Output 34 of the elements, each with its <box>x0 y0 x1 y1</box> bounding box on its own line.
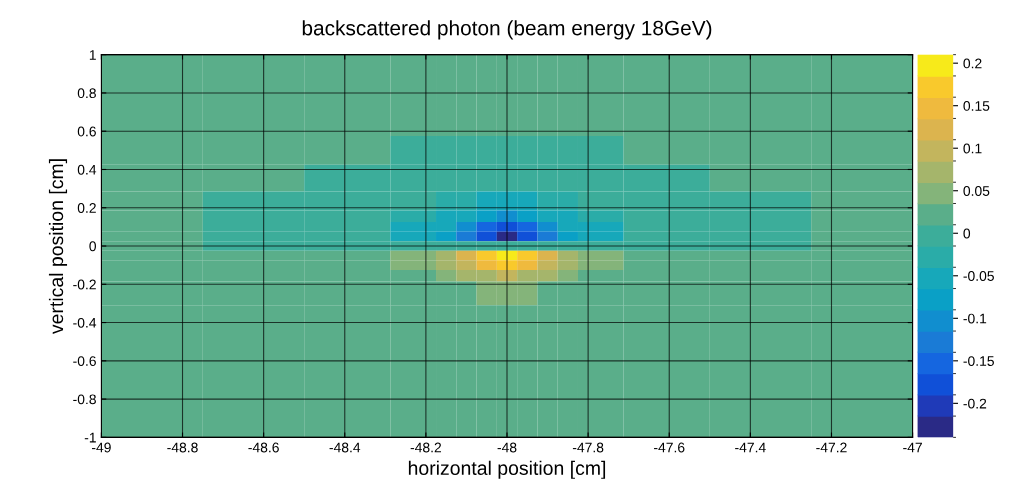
x-tick-label: -48.4 <box>329 442 361 453</box>
x-tick-label: -48.6 <box>248 442 279 453</box>
color-bar-label: -0.15 <box>963 356 994 366</box>
color-bar-label: 0.2 <box>963 58 982 69</box>
y-axis-title: vertical position [cm] <box>48 159 68 335</box>
x-tick-label: -47.2 <box>816 442 847 453</box>
color-bar-label: -0.05 <box>963 271 994 281</box>
color-bar-label: -0.1 <box>963 313 987 324</box>
color-bar-label: 0.15 <box>963 101 990 111</box>
y-tick-label: -0.2 <box>73 279 96 290</box>
y-tick-label: 1 <box>89 50 96 60</box>
y-tick-label: 0.4 <box>77 164 97 175</box>
color-bar-label: 0.05 <box>963 186 990 196</box>
x-tick-label: -48.8 <box>167 442 198 453</box>
x-tick-label: -47.8 <box>572 442 604 453</box>
color-bar-label: 0.1 <box>963 143 982 154</box>
y-tick-label: -0.4 <box>73 317 97 328</box>
y-tick-label: 0.8 <box>77 88 96 99</box>
x-axis-title: horizontal position [cm] <box>408 460 606 479</box>
color-bar-label: 0 <box>963 228 971 239</box>
y-tick-label: -1 <box>84 432 96 443</box>
x-tick-label: -49 <box>91 442 111 453</box>
x-tick-label: -47 <box>903 442 922 453</box>
x-tick-label: -48.2 <box>410 442 442 453</box>
x-tick-label: -48 <box>497 442 517 453</box>
chart-title: backscattered photon (beam energy 18GeV) <box>302 20 712 40</box>
y-tick-label: -0.6 <box>73 356 96 366</box>
y-tick-label: 0 <box>89 241 96 252</box>
y-tick-label: 0.6 <box>77 126 96 137</box>
color-bar-label: -0.2 <box>963 398 987 409</box>
x-tick-label: -47.4 <box>735 442 766 453</box>
x-tick-label: -47.6 <box>654 442 685 453</box>
y-tick-label: -0.8 <box>73 394 96 405</box>
y-tick-label: 0.2 <box>77 203 96 213</box>
